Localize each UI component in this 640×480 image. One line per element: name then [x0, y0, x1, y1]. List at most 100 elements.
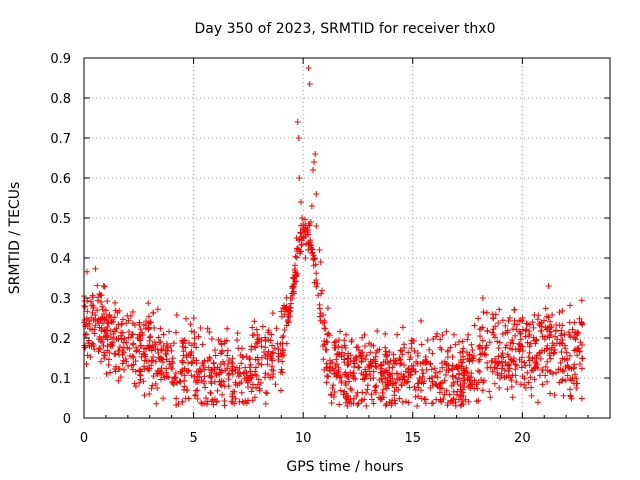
- data-point: [88, 340, 95, 347]
- data-point: [313, 270, 320, 277]
- data-point: [542, 372, 549, 379]
- data-point: [365, 361, 372, 368]
- data-point: [502, 322, 509, 329]
- data-point: [564, 363, 571, 370]
- data-point: [102, 307, 109, 314]
- data-point: [410, 365, 417, 372]
- data-point: [92, 265, 99, 272]
- data-point: [512, 372, 519, 379]
- data-point: [269, 310, 276, 317]
- data-point: [394, 331, 401, 338]
- data-point: [157, 325, 164, 332]
- data-point: [205, 364, 212, 371]
- data-point: [248, 343, 255, 350]
- data-point: [432, 381, 439, 388]
- data-point: [493, 359, 500, 366]
- data-point: [140, 350, 147, 357]
- data-point: [278, 308, 285, 315]
- data-point: [310, 255, 317, 262]
- data-point: [428, 366, 435, 373]
- data-point: [523, 320, 530, 327]
- data-point: [348, 338, 355, 345]
- data-point: [316, 247, 323, 253]
- data-point: [344, 402, 351, 409]
- data-point: [191, 340, 198, 347]
- data-point: [183, 387, 190, 394]
- data-point: [556, 379, 563, 386]
- data-point: [459, 348, 466, 355]
- data-point: [337, 328, 344, 335]
- data-point: [320, 356, 327, 363]
- data-point: [206, 354, 213, 361]
- data-point: [366, 371, 373, 378]
- data-point: [373, 364, 380, 371]
- data-point: [278, 313, 285, 320]
- data-point: [204, 357, 211, 364]
- data-point: [188, 348, 195, 355]
- data-point: [362, 356, 369, 363]
- data-point: [390, 357, 397, 364]
- data-point: [331, 339, 338, 346]
- data-point: [319, 287, 326, 294]
- data-point: [522, 327, 529, 334]
- data-point: [313, 277, 320, 284]
- data-point: [120, 357, 127, 364]
- data-point: [359, 334, 366, 341]
- data-point: [436, 368, 443, 375]
- data-point: [153, 400, 160, 407]
- data-point: [195, 369, 202, 376]
- data-point: [546, 324, 553, 331]
- data-point: [532, 364, 539, 371]
- data-point: [273, 325, 280, 332]
- data-point: [569, 326, 576, 333]
- data-points: [81, 65, 586, 409]
- data-point: [168, 364, 175, 371]
- data-point: [327, 391, 334, 398]
- data-point: [452, 402, 459, 409]
- data-point: [489, 368, 496, 375]
- data-point: [553, 321, 560, 328]
- data-point: [545, 283, 552, 289]
- data-point: [374, 347, 381, 354]
- data-point: [148, 385, 155, 392]
- data-point: [362, 343, 369, 350]
- data-point: [533, 336, 540, 343]
- data-point: [348, 386, 355, 393]
- data-point: [558, 349, 565, 356]
- data-point: [329, 359, 336, 366]
- data-point: [487, 394, 494, 401]
- data-point: [466, 358, 473, 365]
- data-point: [255, 376, 262, 383]
- data-point: [330, 382, 337, 389]
- data-point: [498, 358, 505, 365]
- data-point: [344, 392, 351, 399]
- data-point: [231, 388, 238, 395]
- data-point: [499, 330, 506, 337]
- data-point: [513, 379, 520, 386]
- data-point: [163, 351, 170, 358]
- data-point: [445, 366, 452, 373]
- data-point: [251, 394, 258, 401]
- data-point: [130, 354, 137, 361]
- data-point: [145, 325, 152, 332]
- data-point: [270, 367, 277, 374]
- data-point: [547, 318, 554, 325]
- data-point: [556, 340, 563, 347]
- data-point: [396, 395, 403, 402]
- data-point: [464, 369, 471, 376]
- data-point: [338, 349, 345, 356]
- data-point: [507, 339, 514, 346]
- data-point: [195, 333, 202, 340]
- data-point: [279, 358, 286, 365]
- data-point: [169, 358, 176, 365]
- data-point: [566, 386, 573, 393]
- data-point: [465, 331, 472, 338]
- data-point: [566, 352, 573, 359]
- data-point: [141, 351, 148, 358]
- data-point: [105, 356, 112, 363]
- data-point: [417, 360, 424, 367]
- data-point: [98, 325, 105, 332]
- data-point: [538, 327, 545, 334]
- data-point: [342, 371, 349, 378]
- data-point: [265, 327, 272, 334]
